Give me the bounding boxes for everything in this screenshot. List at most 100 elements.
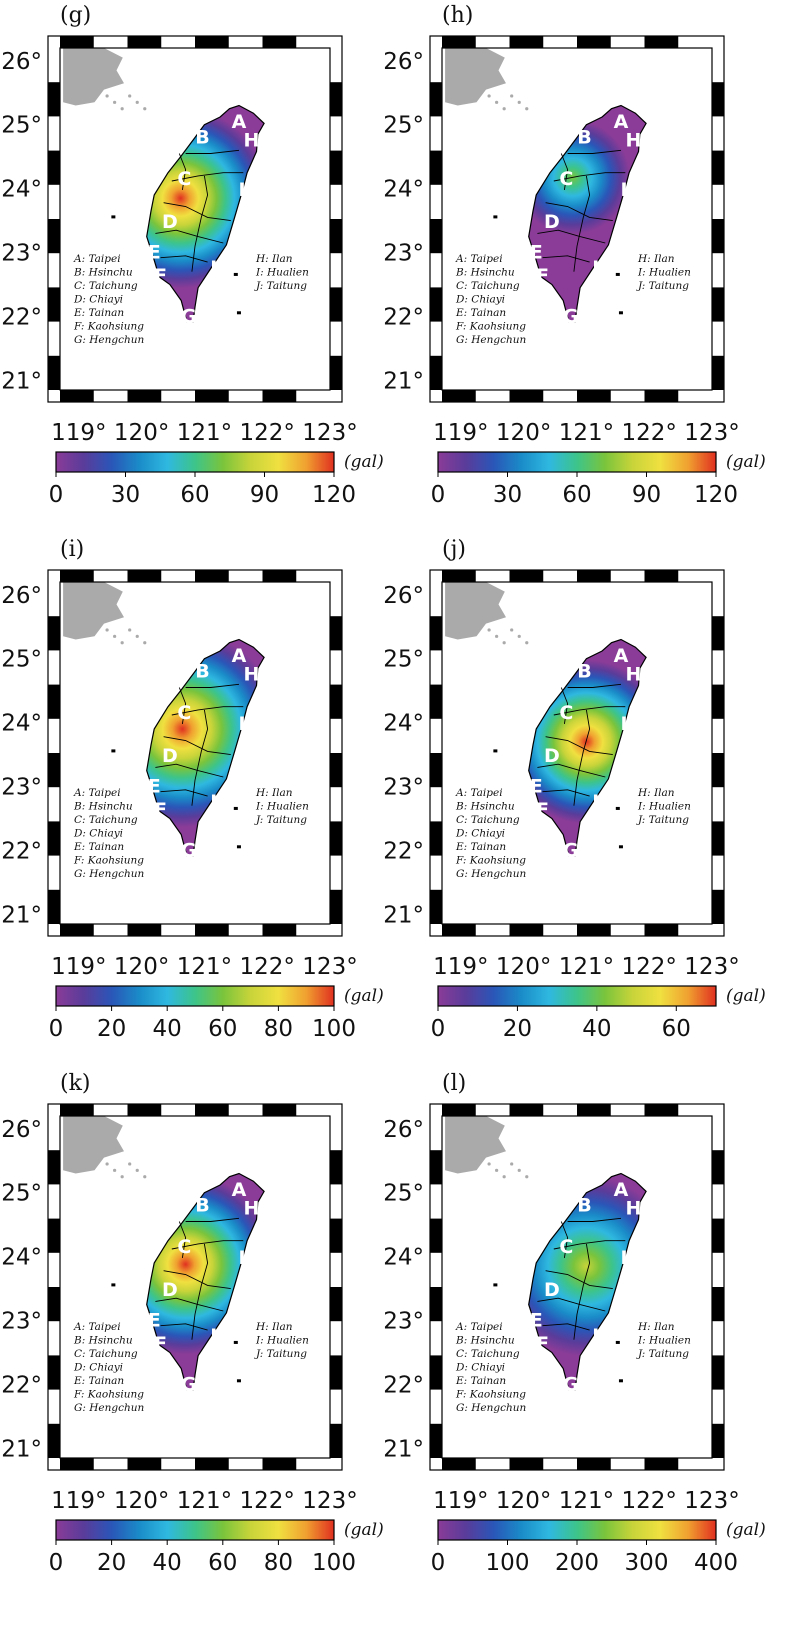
lon-label: 122°	[240, 420, 295, 446]
county-border	[191, 709, 209, 806]
city-letter-a: A	[232, 1179, 247, 1201]
island	[128, 628, 132, 632]
taiwan-island	[146, 638, 265, 857]
colorbar	[437, 1519, 717, 1541]
legend-left-entry: E: Tainan	[73, 1375, 124, 1387]
offshore-island	[618, 845, 623, 849]
city-letter-a: A	[614, 645, 629, 667]
lat-label: 26°	[383, 49, 424, 75]
offshore-island	[618, 311, 623, 315]
lat-label: 23°	[383, 775, 424, 801]
county-border	[155, 763, 224, 778]
lat-label: 24°	[1, 177, 42, 203]
city-letter-e: E	[148, 242, 161, 264]
colorbar-tick-label: 20	[503, 1016, 532, 1042]
taiwan-island	[146, 104, 265, 323]
island	[135, 634, 139, 638]
city-letter-f: F	[536, 1333, 549, 1355]
colorbar-tick-label: 120	[694, 482, 738, 508]
lat-label: 21°	[1, 368, 42, 394]
legend-left-entry: G: Hengchun	[74, 334, 145, 346]
lat-label: 24°	[1, 1245, 42, 1271]
legend-left-entry: G: Hengchun	[74, 1402, 145, 1414]
city-letter-b: B	[195, 1194, 209, 1216]
colorbar-tick-label: 300	[625, 1550, 669, 1576]
colorbar	[55, 451, 335, 473]
legend-left-entry: C: Taichung	[74, 1348, 138, 1360]
offshore-island	[236, 311, 241, 315]
colorbar-tick-label: 200	[555, 1550, 599, 1576]
lon-label: 122°	[240, 1488, 295, 1514]
colorbar-tick-label: 40	[153, 1016, 182, 1042]
lon-label: 119°	[51, 420, 106, 446]
legend-left-entry: C: Taichung	[456, 280, 520, 292]
county-border	[553, 1240, 626, 1250]
city-letter-i: I	[239, 713, 246, 735]
city-letter-f: F	[154, 799, 167, 821]
island	[495, 100, 499, 104]
legend-left-entry: B: Hsinchu	[455, 267, 515, 279]
county-border	[542, 789, 590, 797]
city-letter-h: H	[244, 1198, 260, 1220]
colorbar-tick-label: 30	[111, 482, 140, 508]
city-letter-h: H	[244, 130, 260, 152]
city-letter-i: I	[621, 179, 628, 201]
county-border	[567, 683, 622, 688]
county-border	[567, 149, 622, 154]
lon-label: 121°	[559, 1488, 614, 1514]
island	[143, 641, 147, 645]
lon-label: 121°	[177, 1488, 232, 1514]
lat-label: 24°	[383, 711, 424, 737]
island	[113, 100, 117, 104]
lat-label: 25°	[1, 113, 42, 139]
city-letter-e: E	[530, 242, 543, 264]
colorbar-tick-label: 100	[312, 1550, 356, 1576]
colorbar-tick-label: 0	[431, 482, 446, 508]
city-letter-g: G	[181, 305, 197, 327]
island	[525, 641, 529, 645]
lon-label: 119°	[433, 420, 488, 446]
legend-left-entry: B: Hsinchu	[73, 1335, 133, 1347]
offshore-island	[111, 749, 116, 753]
city-letter-f: F	[536, 799, 549, 821]
county-border	[545, 1270, 613, 1290]
county-border	[155, 229, 224, 244]
colorbar-tick-label: 30	[493, 482, 522, 508]
city-letter-f: F	[154, 265, 167, 287]
legend-right-entry: J: Taitung	[254, 280, 307, 292]
lat-label: 23°	[383, 1309, 424, 1335]
city-letter-f: F	[154, 1333, 167, 1355]
lat-label: 24°	[383, 1245, 424, 1271]
panel-label: (i)	[60, 537, 84, 562]
colorbar-tick-label: 40	[582, 1016, 611, 1042]
city-letter-g: G	[563, 839, 579, 861]
colorbar-tick-label: 80	[264, 1016, 293, 1042]
offshore-island	[493, 1283, 498, 1287]
county-border	[163, 202, 231, 222]
lat-label: 25°	[383, 113, 424, 139]
lat-label: 23°	[1, 1309, 42, 1335]
map-frame	[429, 569, 725, 937]
colorbar-tick-label: 20	[97, 1016, 126, 1042]
lon-label: 123°	[684, 1488, 739, 1514]
colorbar-unit: (gal)	[726, 986, 766, 1006]
city-letter-d: D	[162, 1279, 178, 1301]
china-coast	[63, 1116, 124, 1174]
lat-label: 24°	[383, 177, 424, 203]
city-letter-b: B	[195, 126, 209, 148]
colorbar	[55, 1519, 335, 1541]
lat-label: 22°	[1, 304, 42, 330]
city-letter-j: J	[590, 1325, 599, 1347]
legend-left-entry: A: Taipei	[73, 1321, 121, 1333]
city-letter-c: C	[177, 702, 191, 724]
colorbar-tick-label: 40	[153, 1550, 182, 1576]
legend-left-entry: B: Hsinchu	[455, 801, 515, 813]
legend-left-entry: B: Hsinchu	[73, 267, 133, 279]
island	[128, 94, 132, 98]
legend-left-entry: A: Taipei	[455, 787, 503, 799]
island	[143, 1175, 147, 1179]
lon-label: 121°	[177, 420, 232, 446]
city-letter-d: D	[544, 1279, 560, 1301]
county-border	[178, 1221, 187, 1258]
